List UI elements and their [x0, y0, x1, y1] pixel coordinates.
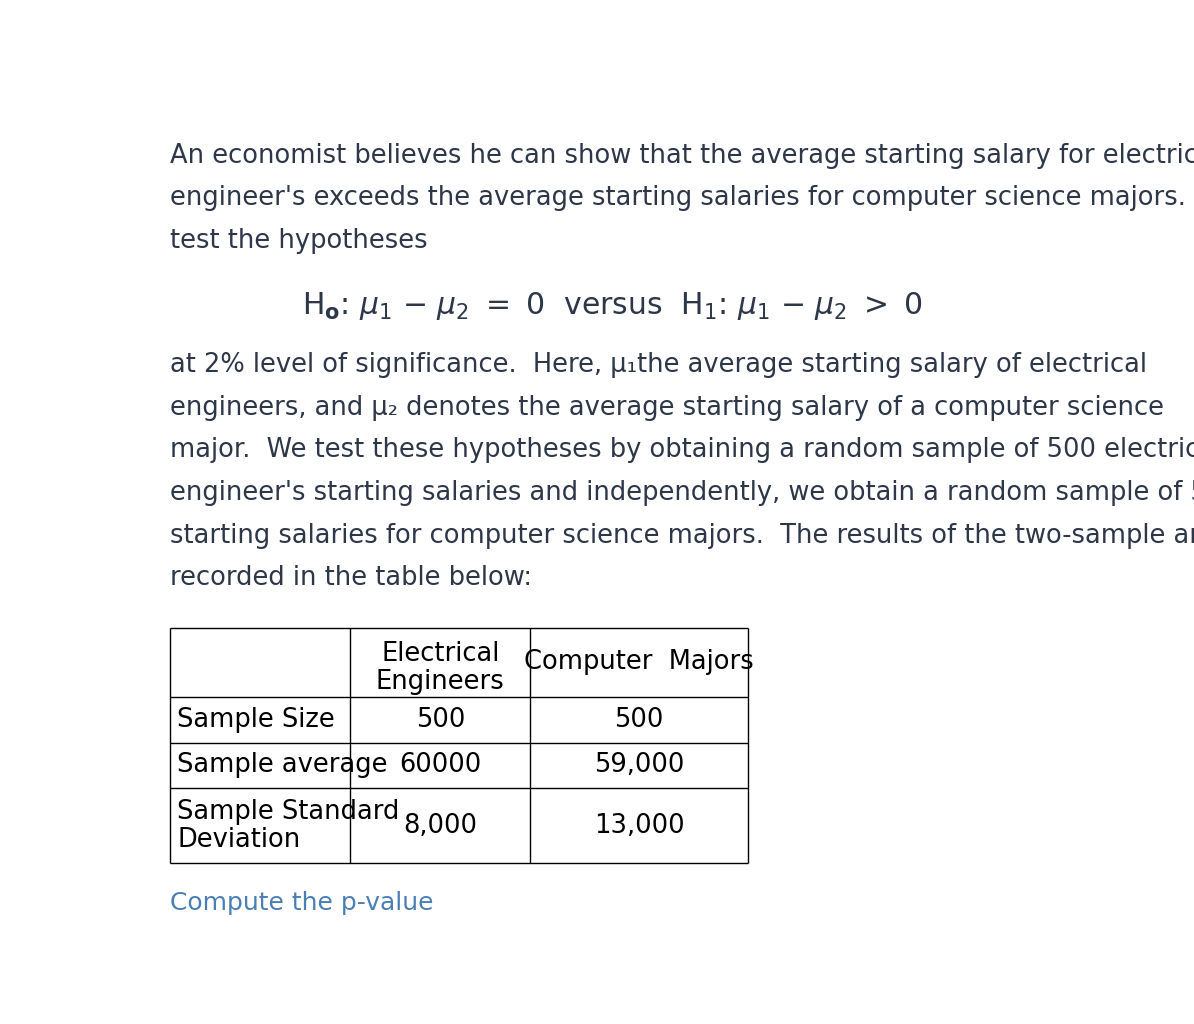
Text: Deviation: Deviation — [177, 827, 300, 853]
Text: at 2% level of significance.  Here, μ₁the average starting salary of electrical: at 2% level of significance. Here, μ₁the… — [170, 352, 1146, 378]
Text: starting salaries for computer science majors.  The results of the two-sample ar: starting salaries for computer science m… — [170, 522, 1194, 549]
Text: Computer  Majors: Computer Majors — [524, 649, 755, 675]
Text: recorded in the table below:: recorded in the table below: — [170, 565, 531, 591]
Text: 60000: 60000 — [399, 753, 481, 778]
Text: engineer's exceeds the average starting salaries for computer science majors.  W: engineer's exceeds the average starting … — [170, 185, 1194, 211]
Text: 8,000: 8,000 — [404, 813, 478, 839]
Text: engineer's starting salaries and independently, we obtain a random sample of 500: engineer's starting salaries and indepen… — [170, 480, 1194, 506]
Text: major.  We test these hypotheses by obtaining a random sample of 500 electrical: major. We test these hypotheses by obtai… — [170, 437, 1194, 464]
Text: Sample Standard: Sample Standard — [177, 799, 399, 824]
Text: engineers, and μ₂ denotes the average starting salary of a computer science: engineers, and μ₂ denotes the average st… — [170, 395, 1164, 421]
Text: Sample Size: Sample Size — [177, 707, 334, 733]
Text: 13,000: 13,000 — [593, 813, 684, 839]
Text: Compute the p-value: Compute the p-value — [170, 891, 433, 914]
Text: An economist believes he can show that the average starting salary for electrica: An economist believes he can show that t… — [170, 142, 1194, 169]
Text: Electrical: Electrical — [381, 641, 499, 668]
Text: 59,000: 59,000 — [595, 753, 684, 778]
Text: 500: 500 — [615, 707, 664, 733]
Text: H$_\mathbf{o}$: $\mu_1$ $-$ $\mu_2$ $=$ 0  versus  H$_1$: $\mu_1$ $-$ $\mu_2$ $>: H$_\mathbf{o}$: $\mu_1$ $-$ $\mu_2$ $=$ … — [302, 290, 922, 322]
Text: 500: 500 — [416, 707, 464, 733]
Text: Sample average: Sample average — [177, 753, 388, 778]
Text: Engineers: Engineers — [376, 669, 505, 695]
Text: test the hypotheses: test the hypotheses — [170, 227, 427, 254]
